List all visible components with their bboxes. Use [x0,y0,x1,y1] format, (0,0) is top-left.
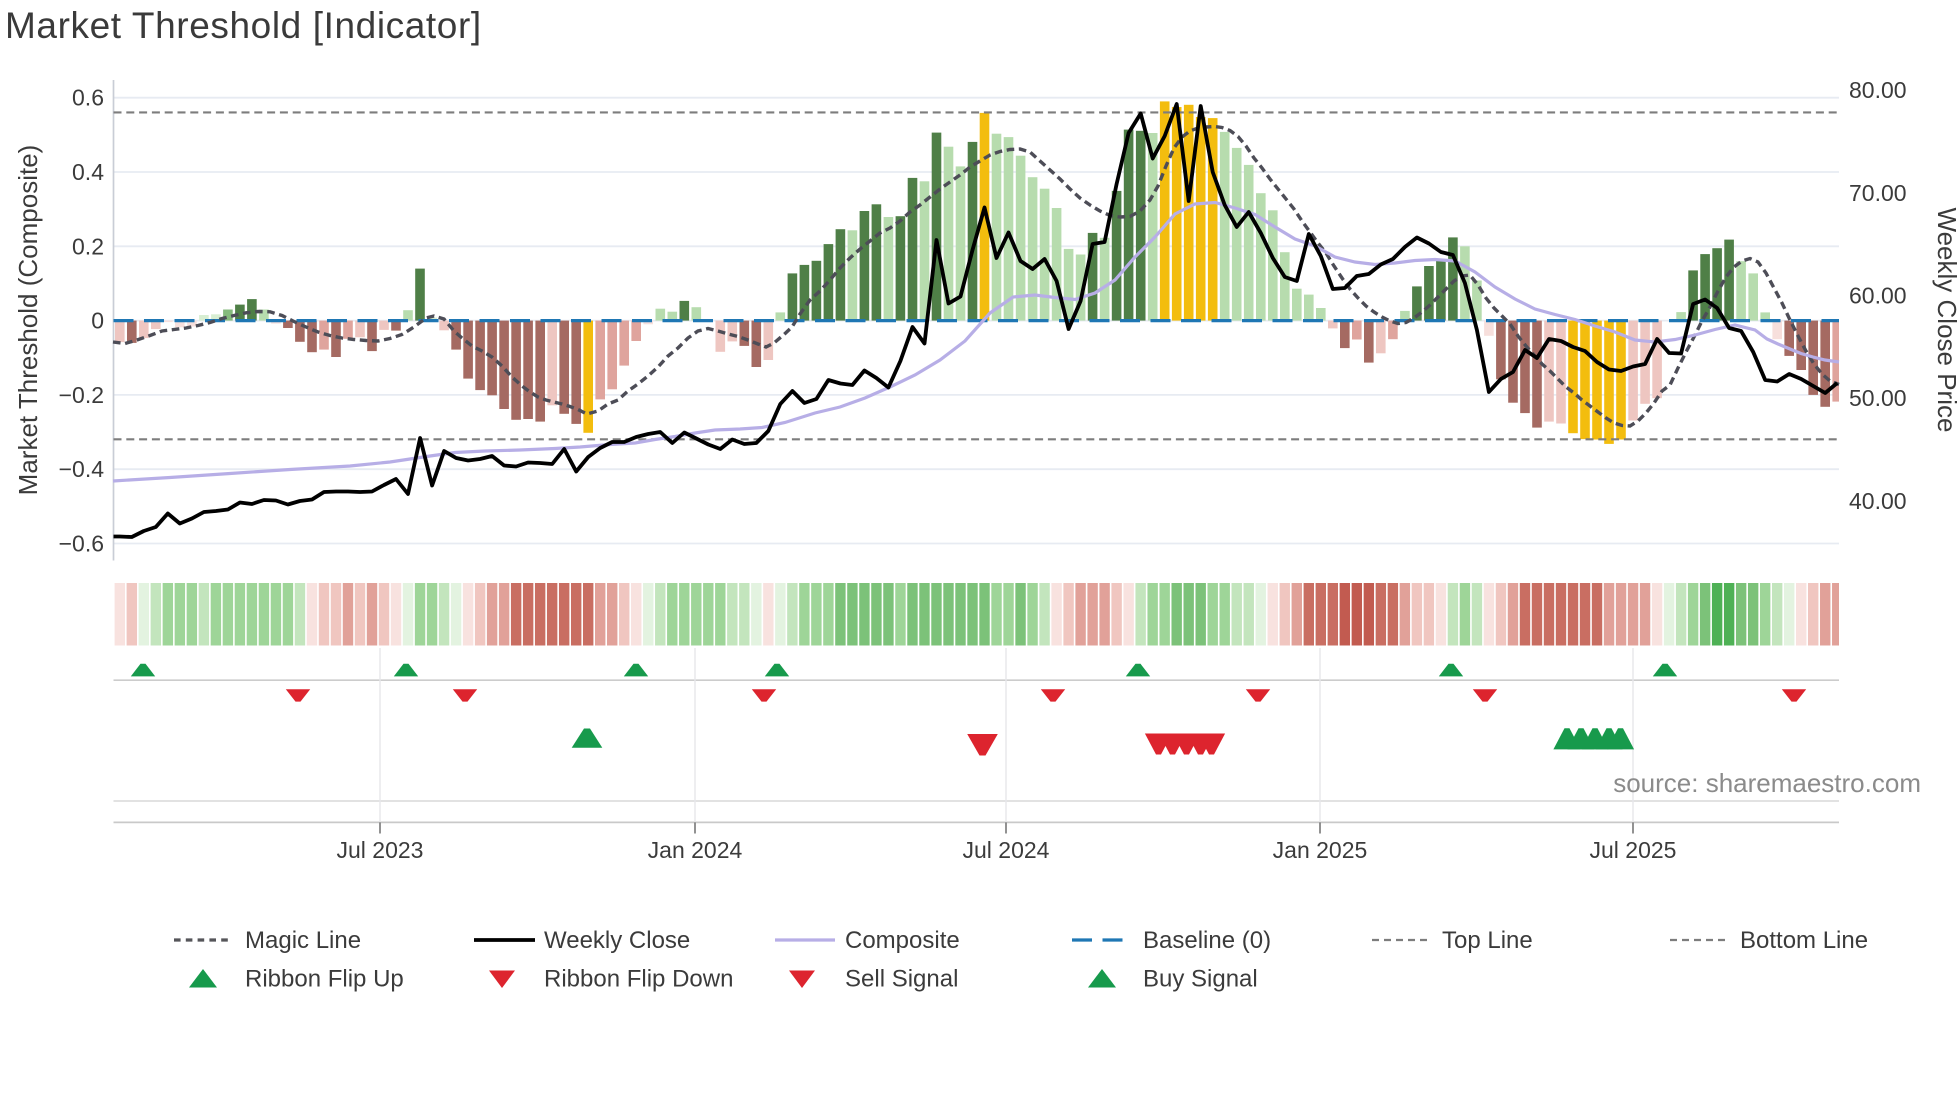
svg-text:Jul 2025: Jul 2025 [1590,837,1677,863]
svg-text:0.4: 0.4 [72,159,104,185]
svg-text:Jan 2024: Jan 2024 [648,837,743,863]
svg-text:Sell Signal: Sell Signal [845,966,958,993]
svg-text:Bottom Line: Bottom Line [1740,927,1868,954]
svg-text:Weekly Close Price: Weekly Close Price [1932,208,1960,433]
svg-text:−0.4: −0.4 [59,456,105,482]
svg-text:source: sharemaestro.com: source: sharemaestro.com [1613,768,1921,798]
svg-text:0.6: 0.6 [72,85,104,111]
svg-text:−0.2: −0.2 [59,382,104,408]
svg-text:Jul 2023: Jul 2023 [337,837,424,863]
svg-text:60.00: 60.00 [1849,283,1907,309]
svg-text:Jul 2024: Jul 2024 [963,837,1050,863]
svg-text:Magic Line: Magic Line [245,927,361,954]
svg-text:Ribbon Flip Up: Ribbon Flip Up [245,966,404,993]
svg-text:Market Threshold [Indicator]: Market Threshold [Indicator] [5,5,482,46]
svg-text:−0.6: −0.6 [59,531,104,557]
svg-text:Composite: Composite [845,927,960,954]
svg-text:Ribbon Flip Down: Ribbon Flip Down [544,966,733,993]
svg-text:70.00: 70.00 [1849,180,1907,206]
svg-text:0: 0 [91,308,104,334]
svg-text:50.00: 50.00 [1849,385,1907,411]
svg-text:Buy Signal: Buy Signal [1143,966,1258,993]
svg-text:40.00: 40.00 [1849,488,1907,514]
svg-text:Top Line: Top Line [1442,927,1533,954]
svg-text:Weekly Close: Weekly Close [544,927,690,954]
svg-text:Market Threshold (Composite): Market Threshold (Composite) [13,145,43,496]
svg-text:Jan 2025: Jan 2025 [1273,837,1368,863]
svg-text:80.00: 80.00 [1849,77,1907,103]
svg-text:Baseline (0): Baseline (0) [1143,927,1271,954]
svg-text:0.2: 0.2 [72,233,104,259]
